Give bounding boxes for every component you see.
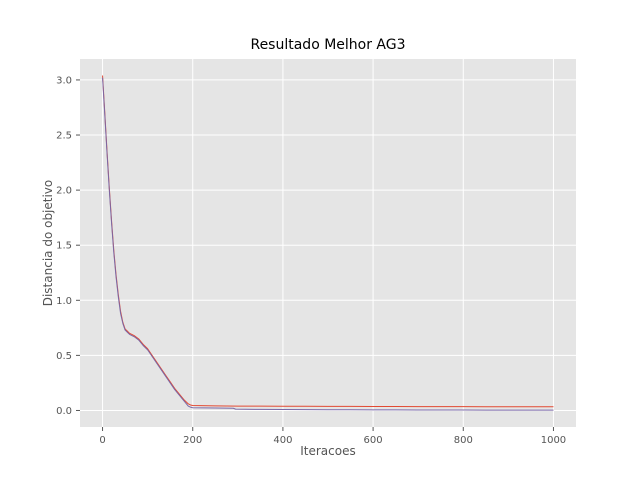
plot-area (80, 59, 576, 427)
y-tick-label-5: 2.5 (56, 131, 72, 142)
y-tick-label-0: 0.0 (56, 406, 72, 417)
chart-title: Resultado Melhor AG3 (250, 37, 405, 53)
y-tick-label-1: 0.5 (56, 351, 72, 362)
y-tick-label-3: 1.5 (56, 241, 72, 252)
x-tick-label-4: 800 (454, 435, 473, 446)
series-layer (102, 75, 554, 411)
series-line-2 (102, 77, 554, 411)
y-tick-label-4: 2.0 (56, 186, 72, 197)
x-tick-label-2: 400 (273, 435, 292, 446)
y-tick-label-6: 3.0 (56, 75, 72, 86)
x-tick-label-0: 0 (99, 435, 105, 446)
x-axis-label: Iteracoes (300, 444, 356, 458)
y-axis-label: Distancia do objetivo (41, 180, 55, 307)
x-tick-label-3: 600 (364, 435, 383, 446)
ticks-layer: 0 200 400 600 800 1000 0.0 0.5 1.0 1.5 2.0 2.5 3.0 (56, 75, 566, 446)
grid-layer (80, 59, 576, 427)
y-tick-label-2: 1.0 (56, 296, 72, 307)
x-tick-label-1: 200 (183, 435, 202, 446)
x-tick-label-5: 1000 (541, 435, 566, 446)
